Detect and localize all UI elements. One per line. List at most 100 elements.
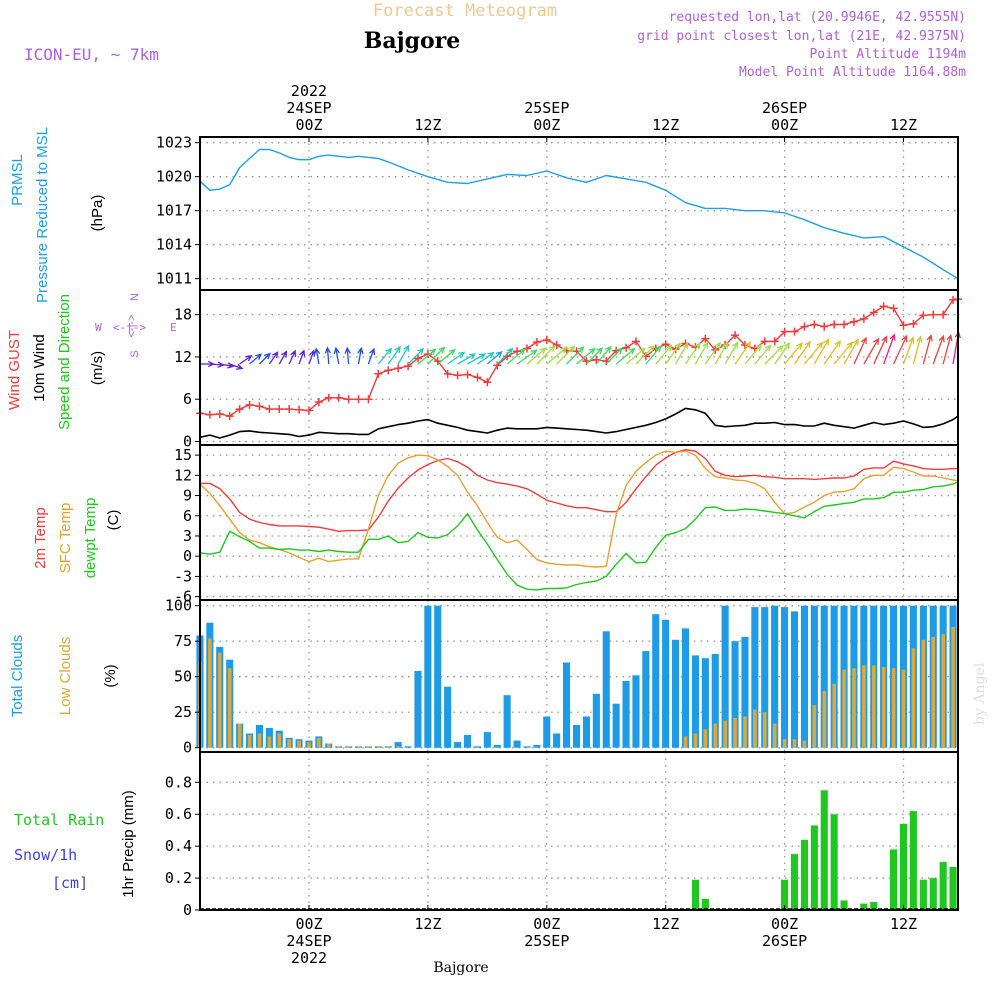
total-cloud-bar bbox=[642, 651, 650, 748]
wind-arrow bbox=[496, 347, 514, 365]
y-tick-label: 1014 bbox=[156, 236, 192, 254]
rain-bar bbox=[830, 814, 838, 910]
gust-marker bbox=[522, 344, 531, 353]
time-label-bottom: 26SEP bbox=[762, 932, 807, 950]
gust-marker bbox=[235, 405, 244, 414]
pressure-line bbox=[199, 148, 959, 280]
total-cloud-bar bbox=[701, 658, 709, 748]
low-cloud-bar bbox=[911, 648, 916, 748]
time-label-bottom: 00Z bbox=[533, 915, 560, 933]
wind-arrow bbox=[288, 349, 296, 365]
low-cloud-bar bbox=[891, 668, 896, 748]
low-cloud-bar bbox=[842, 669, 846, 748]
low-cloud-bar bbox=[941, 634, 945, 748]
gust-marker bbox=[374, 369, 383, 378]
wind-arrow bbox=[313, 347, 321, 365]
rain-bar bbox=[840, 900, 848, 910]
wind-arrow bbox=[259, 352, 271, 365]
location-title: Bajgore bbox=[364, 28, 460, 54]
gust-marker bbox=[275, 405, 284, 414]
y-tick-label: -6 bbox=[174, 588, 192, 606]
wind-arrow bbox=[417, 348, 437, 365]
total-cloud-bar bbox=[553, 733, 561, 748]
low-cloud-bar bbox=[346, 746, 351, 748]
y-tick-label: 0.4 bbox=[165, 837, 192, 855]
wind-label: Wind GUST bbox=[6, 330, 23, 410]
rain-bar bbox=[781, 879, 789, 910]
wind-arrow bbox=[902, 336, 915, 365]
wind-arrow bbox=[397, 344, 410, 365]
panel-frame bbox=[199, 751, 959, 911]
y-tick-label: -3 bbox=[174, 567, 192, 585]
gust-marker bbox=[542, 336, 551, 345]
y-tick-label: 1011 bbox=[156, 270, 192, 288]
rain-bar bbox=[860, 903, 868, 910]
total-cloud-bar bbox=[731, 641, 739, 748]
wind-arrow bbox=[823, 339, 841, 365]
wind-arrow bbox=[813, 338, 830, 365]
compass-vertical: <-|-> bbox=[126, 314, 138, 337]
wind-arrow bbox=[437, 348, 456, 365]
low-cloud-bar bbox=[782, 739, 787, 748]
gust-marker bbox=[820, 322, 829, 331]
low-cloud-bar bbox=[881, 666, 886, 748]
low-cloud-bar bbox=[921, 639, 926, 748]
low-cloud-bar bbox=[356, 746, 361, 748]
total-cloud-bar bbox=[751, 607, 759, 748]
wind-arrow bbox=[675, 341, 689, 365]
wind-arrow bbox=[407, 347, 425, 365]
low-cloud-bar bbox=[208, 638, 212, 748]
rain-bar bbox=[909, 811, 917, 910]
gust-marker bbox=[800, 322, 809, 331]
wind-arrow bbox=[486, 351, 503, 365]
wind-arrow bbox=[605, 347, 623, 365]
total-cloud-bar bbox=[622, 681, 630, 748]
low-cloud-bar bbox=[763, 712, 767, 748]
rain-bar bbox=[790, 854, 798, 910]
wind-arrow bbox=[506, 348, 526, 365]
low-cloud-bar bbox=[277, 733, 282, 748]
wind-arrow bbox=[427, 346, 446, 365]
y-tick-label: 50 bbox=[174, 668, 192, 686]
gust-marker bbox=[413, 354, 422, 363]
wind-arrow bbox=[853, 336, 867, 365]
gust-marker bbox=[295, 405, 304, 414]
gust-marker bbox=[354, 395, 363, 404]
wind-arrow bbox=[268, 351, 279, 365]
low-cloud-bar bbox=[297, 740, 301, 748]
compass-east: E bbox=[170, 321, 177, 334]
wind-arrow bbox=[843, 338, 859, 365]
y-tick-label: 15 bbox=[174, 446, 192, 464]
wind-arrow bbox=[278, 350, 288, 365]
gust-marker bbox=[731, 331, 740, 340]
footer-location: Bajgore bbox=[433, 960, 488, 976]
wind-arrow bbox=[873, 335, 888, 365]
wind-arrow bbox=[387, 345, 401, 365]
low-cloud-bar bbox=[396, 746, 400, 748]
y-tick-label: 9 bbox=[183, 487, 192, 505]
wind-arrow bbox=[942, 333, 953, 365]
low-cloud-bar bbox=[366, 746, 371, 748]
gust-marker bbox=[513, 347, 522, 356]
requested-coords: requested lon,lat (20.9946E, 42.9555N) bbox=[669, 10, 966, 25]
wind-arrow bbox=[516, 349, 538, 365]
y-tick-label: 0 bbox=[183, 901, 192, 919]
total-cloud-bar bbox=[652, 614, 660, 748]
total-cloud-bar bbox=[672, 639, 680, 748]
time-label-top: 00Z bbox=[771, 116, 798, 134]
wind-arrow bbox=[595, 345, 612, 365]
gust-marker bbox=[552, 340, 561, 349]
low-cloud-bar bbox=[852, 668, 856, 748]
wind-arrow bbox=[344, 346, 351, 365]
y-tick-label: 3 bbox=[183, 527, 192, 545]
y-tick-label: 0.6 bbox=[165, 805, 192, 823]
low-cloud-bar bbox=[733, 717, 737, 748]
low-cloud-bar bbox=[872, 665, 876, 748]
time-label-top: 00Z bbox=[295, 116, 322, 134]
gust-marker bbox=[384, 366, 393, 375]
panel-frames bbox=[199, 136, 959, 911]
total-cloud-bar bbox=[632, 675, 640, 748]
time-label-top: 12Z bbox=[414, 116, 441, 134]
low-cloud-bar bbox=[376, 746, 381, 748]
